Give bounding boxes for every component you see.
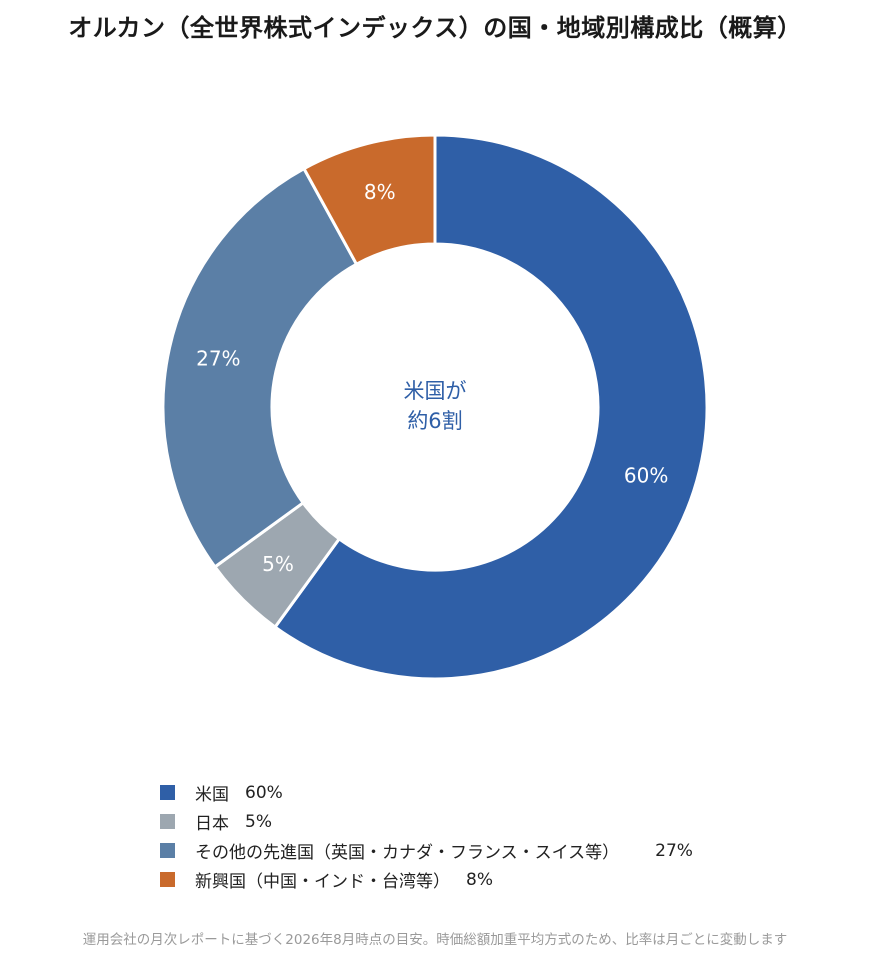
legend-label: 日本 <box>195 814 229 834</box>
legend-item-other-developed: その他の先進国（英国・カナダ・フランス・スイス等） 27% <box>160 836 693 865</box>
legend-swatch <box>160 872 175 887</box>
donut-chart: 60% 5% 27% 8% 米国が 約6割 <box>161 133 709 681</box>
legend-label: 新興国（中国・インド・台湾等） <box>195 872 450 892</box>
slice-emerging <box>301 133 437 267</box>
legend-swatch <box>160 785 175 800</box>
legend-label: 米国 <box>195 785 229 805</box>
chart-legend: 米国 60% 日本 5% その他の先進国（英国・カナダ・フランス・スイス等） 2… <box>160 778 693 894</box>
legend-value: 5% <box>245 811 272 832</box>
legend-value: 27% <box>655 840 693 861</box>
footnote: 運用会社の月次レポートに基づく2026年8月時点の目安。時価総額加重平均方式のた… <box>82 932 788 948</box>
legend-label: その他の先進国（英国・カナダ・フランス・スイス等） <box>195 843 620 863</box>
slice-us <box>273 133 709 681</box>
legend-item-us: 米国 60% <box>160 778 693 807</box>
legend-item-japan: 日本 5% <box>160 807 693 836</box>
slice-value-label: 60% <box>624 464 668 488</box>
legend-value: 60% <box>245 782 283 803</box>
slice-value-label: 5% <box>262 552 294 576</box>
center-label-line-2: 約6割 <box>407 409 462 433</box>
legend-swatch <box>160 814 175 829</box>
chart-title: オルカン（全世界株式インデックス）の国・地域別構成比（概算） <box>68 14 802 42</box>
slice-other-developed <box>161 166 359 569</box>
legend-item-emerging: 新興国（中国・インド・台湾等） 8% <box>160 865 693 894</box>
center-label-line-1: 米国が <box>404 379 467 403</box>
slice-value-label: 27% <box>196 347 240 371</box>
legend-swatch <box>160 843 175 858</box>
legend-value: 8% <box>466 869 493 890</box>
slice-value-label: 8% <box>364 180 396 204</box>
